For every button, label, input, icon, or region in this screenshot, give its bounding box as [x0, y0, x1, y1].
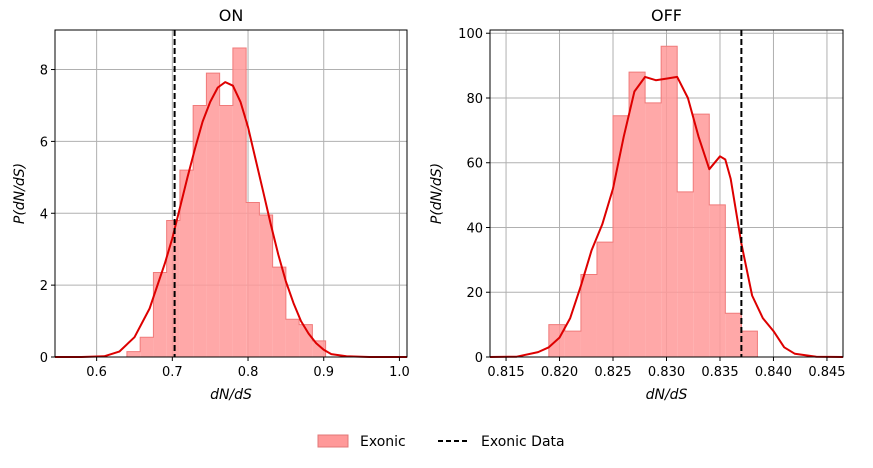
histogram-bar: [693, 114, 710, 357]
x-tick-label: 0.830: [648, 365, 685, 380]
histogram-bar: [741, 331, 758, 357]
y-tick-label: 40: [466, 221, 483, 236]
subplot-title: OFF: [651, 6, 682, 25]
y-tick-label: 2: [40, 279, 48, 294]
histogram-bar: [219, 105, 233, 357]
x-tick-label: 0.825: [594, 365, 631, 380]
y-tick-label: 80: [466, 92, 483, 107]
x-axis-label: dN/dS: [210, 387, 252, 403]
legend-label-exonic: Exonic: [360, 434, 406, 450]
y-tick-label: 60: [466, 157, 483, 172]
subplot-title: ON: [219, 6, 244, 25]
x-tick-label: 0.815: [487, 365, 524, 380]
histogram-bar: [564, 331, 581, 357]
histogram-bar: [285, 319, 300, 357]
histogram-bar: [661, 46, 678, 358]
legend: Exonic Exonic Data: [317, 434, 565, 450]
histogram-bar: [206, 73, 220, 357]
x-tick-label: 0.845: [808, 365, 845, 380]
y-tick-label: 0: [475, 351, 483, 366]
x-tick-label: 0.7: [162, 365, 183, 380]
x-tick-label: 0.8: [238, 365, 259, 380]
x-tick-label: 0.6: [86, 365, 107, 380]
histogram-bar: [596, 242, 614, 357]
kde-curve: [55, 81, 407, 358]
x-tick-label: 1.0: [389, 365, 410, 380]
y-tick-label: 8: [40, 64, 48, 79]
histogram-bar: [613, 115, 630, 357]
histogram-bar: [580, 274, 597, 357]
histogram-bar: [645, 102, 662, 358]
histogram-bar: [153, 272, 167, 357]
histogram-bar: [140, 337, 154, 357]
kde-curve: [489, 75, 844, 358]
histogram-bar: [246, 202, 260, 357]
x-tick-label: 0.840: [755, 365, 792, 380]
legend-patch-exonic: [317, 434, 349, 448]
histogram-bar: [709, 204, 726, 357]
x-tick-label: 0.835: [701, 365, 738, 380]
y-tick-label: 100: [458, 27, 483, 42]
histogram-bar: [179, 170, 194, 357]
on-subplot: 0.6 0.7 0.8 0.9 1.0 0 2 4 6 8 ON dN/dS P(dN/dS): [12, 6, 410, 403]
histogram-bar: [629, 72, 646, 357]
axes-frame: [54, 29, 408, 358]
histogram-bar: [677, 191, 694, 357]
x-tick-label: 0.9: [313, 365, 334, 380]
histogram-bar: [259, 215, 273, 357]
off-subplot: 0.815 0.820 0.825 0.830 0.835 0.840 0.845 0 20 40…: [429, 6, 846, 403]
histogram-bar: [166, 220, 180, 357]
histogram-bar: [193, 105, 207, 357]
x-tick-label: 0.820: [541, 365, 578, 380]
y-tick-label: 4: [40, 207, 48, 222]
y-axis-label: P(dN/dS): [12, 163, 28, 224]
x-axis-label: dN/dS: [646, 387, 688, 403]
histogram-bar: [232, 47, 247, 357]
y-tick-label: 0: [40, 351, 48, 366]
y-tick-label: 6: [40, 135, 48, 150]
histogram-bar: [725, 313, 742, 357]
y-axis-label: P(dN/dS): [429, 163, 445, 224]
legend-label-exonic-data: Exonic Data: [481, 434, 565, 450]
y-tick-label: 20: [466, 286, 483, 301]
histogram-outline: [548, 45, 774, 358]
histogram-outline: [126, 47, 339, 358]
histogram-bar: [312, 340, 326, 357]
histogram-bar: [272, 267, 286, 357]
histogram-bar: [126, 351, 141, 357]
